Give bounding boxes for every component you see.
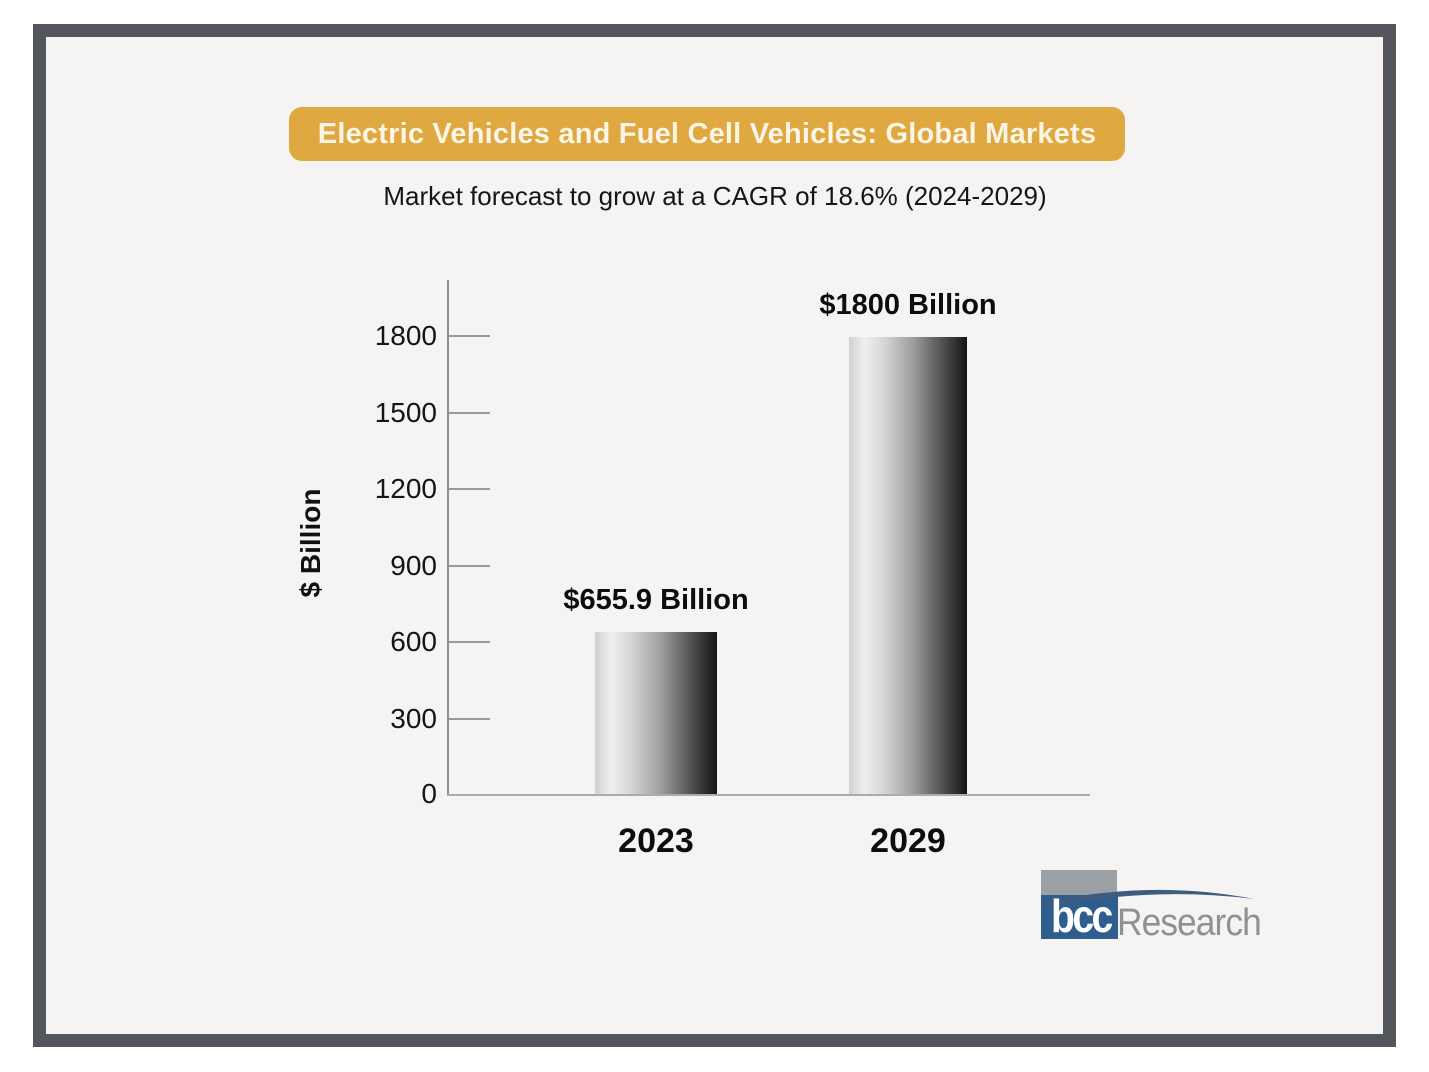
x-axis-line: [447, 794, 1090, 796]
poster-frame: [33, 24, 1396, 1047]
y-axis-line: [447, 280, 449, 796]
y-tick-900: [449, 565, 490, 567]
x-category-label-2023: 2023: [618, 822, 694, 860]
logo-text-research: Research: [1117, 902, 1262, 944]
y-tick-label-1800: 1800: [374, 320, 437, 351]
y-tick-label-0: 0: [421, 778, 437, 809]
x-category-label-2029: 2029: [870, 822, 946, 860]
y-axis-title: $ Billion: [295, 488, 326, 598]
chart-subtitle: Market forecast to grow at a CAGR of 18.…: [383, 181, 1047, 211]
y-tick-label-300: 300: [390, 703, 437, 734]
y-tick-label-1200: 1200: [374, 473, 437, 504]
y-tick-1500: [449, 412, 490, 414]
y-tick-600: [449, 641, 490, 643]
logo-text-bcc: bcc: [1051, 890, 1113, 942]
y-tick-label-900: 900: [390, 550, 437, 581]
bcc-research-logo: bcc Research: [1040, 868, 1270, 958]
y-tick-label-600: 600: [390, 626, 437, 657]
bar-2023: [595, 632, 717, 794]
y-tick-1200: [449, 488, 490, 490]
chart-title: Electric Vehicles and Fuel Cell Vehicles…: [317, 118, 1097, 150]
y-tick-1800: [449, 335, 490, 337]
logo-gray-square: [1041, 870, 1117, 895]
y-tick-label-1500: 1500: [374, 397, 437, 428]
bar-value-label-2029: $1800 Billion: [819, 289, 997, 321]
y-tick-300: [449, 718, 490, 720]
chart-title-banner: Electric Vehicles and Fuel Cell Vehicles…: [289, 107, 1125, 161]
bar-value-label-2023: $655.9 Billion: [563, 584, 749, 616]
bar-2029: [849, 337, 967, 794]
logo-swoosh-icon: [1042, 889, 1254, 908]
